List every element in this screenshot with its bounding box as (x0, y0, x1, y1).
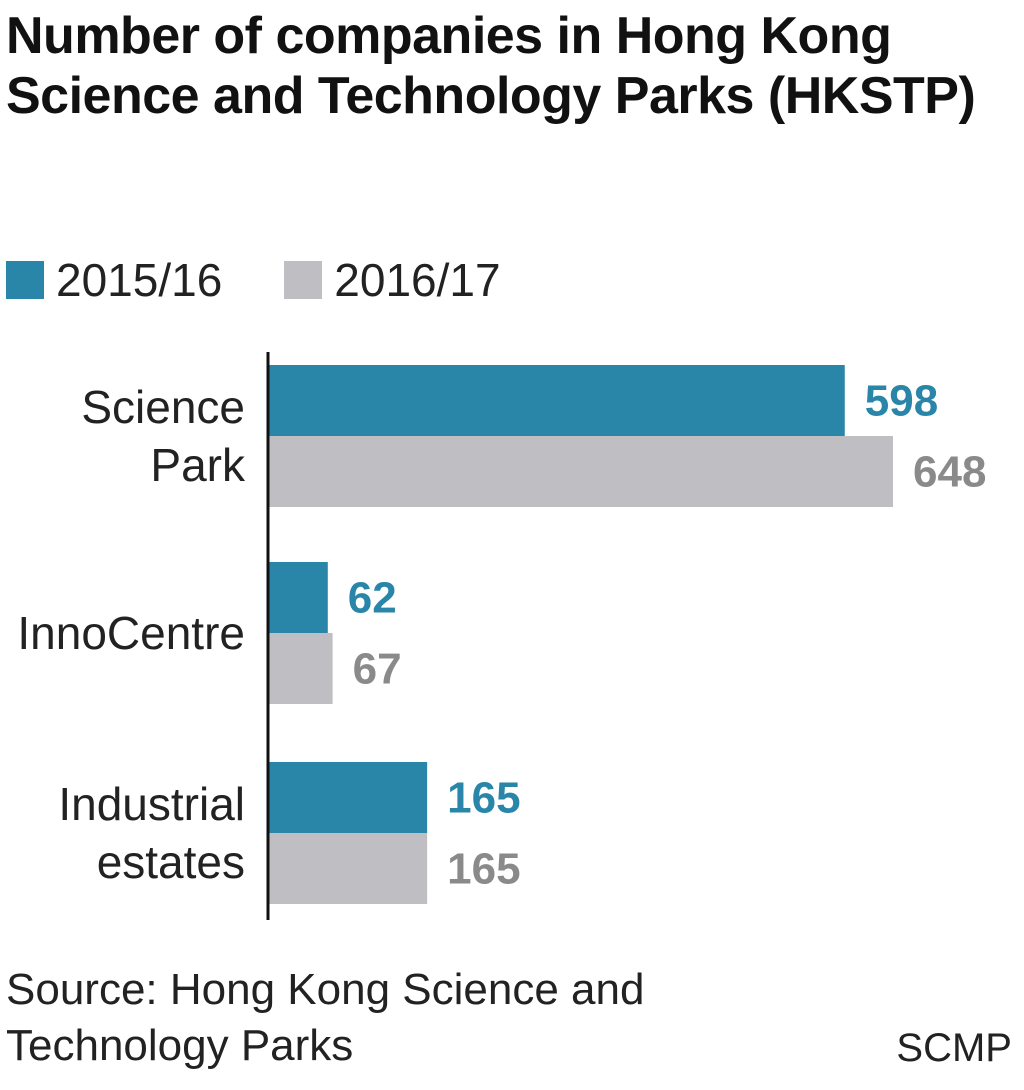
legend-label-2015-16: 2015/16 (56, 254, 223, 306)
legend-swatch-2015-16 (6, 261, 44, 299)
category-label-science-park: Science Park (81, 381, 246, 491)
bar-innocentre-2015-16 (268, 562, 328, 633)
bar-chart: Science Park 598 648 InnoCentre 62 67 Industria… (17, 352, 986, 920)
data-label-innocentre-2015-16: 62 (348, 574, 397, 623)
category-label-innocentre: InnoCentre (17, 607, 245, 659)
legend-item-2016-17: 2016/17 (284, 253, 501, 307)
bar-science-park-2016-17 (268, 436, 893, 507)
bar-innocentre-2016-17 (268, 633, 333, 704)
data-label-industrial-estates-2015-16: 165 (447, 774, 520, 823)
data-label-industrial-estates-2016-17: 165 (447, 845, 520, 894)
data-label-science-park-2015-16: 598 (865, 377, 938, 426)
source-note: Source: Hong Kong Science and Technology… (6, 965, 645, 1070)
legend-label-2016-17: 2016/17 (334, 254, 501, 306)
credit: SCMP (896, 1026, 1012, 1070)
data-label-innocentre-2016-17: 67 (353, 645, 402, 694)
bar-industrial-estates-2015-16 (268, 762, 428, 833)
legend: 2015/16 2016/17 (6, 250, 563, 310)
bar-science-park-2015-16 (268, 365, 845, 436)
data-label-science-park-2016-17: 648 (913, 448, 986, 497)
bar-industrial-estates-2016-17 (268, 833, 428, 904)
legend-swatch-2016-17 (284, 261, 323, 299)
legend-item-2015-16: 2015/16 (6, 253, 222, 307)
chart-title: Number of companies in Hong Kong Science… (6, 7, 976, 125)
category-label-industrial-estates: Industrial estates (58, 778, 245, 888)
